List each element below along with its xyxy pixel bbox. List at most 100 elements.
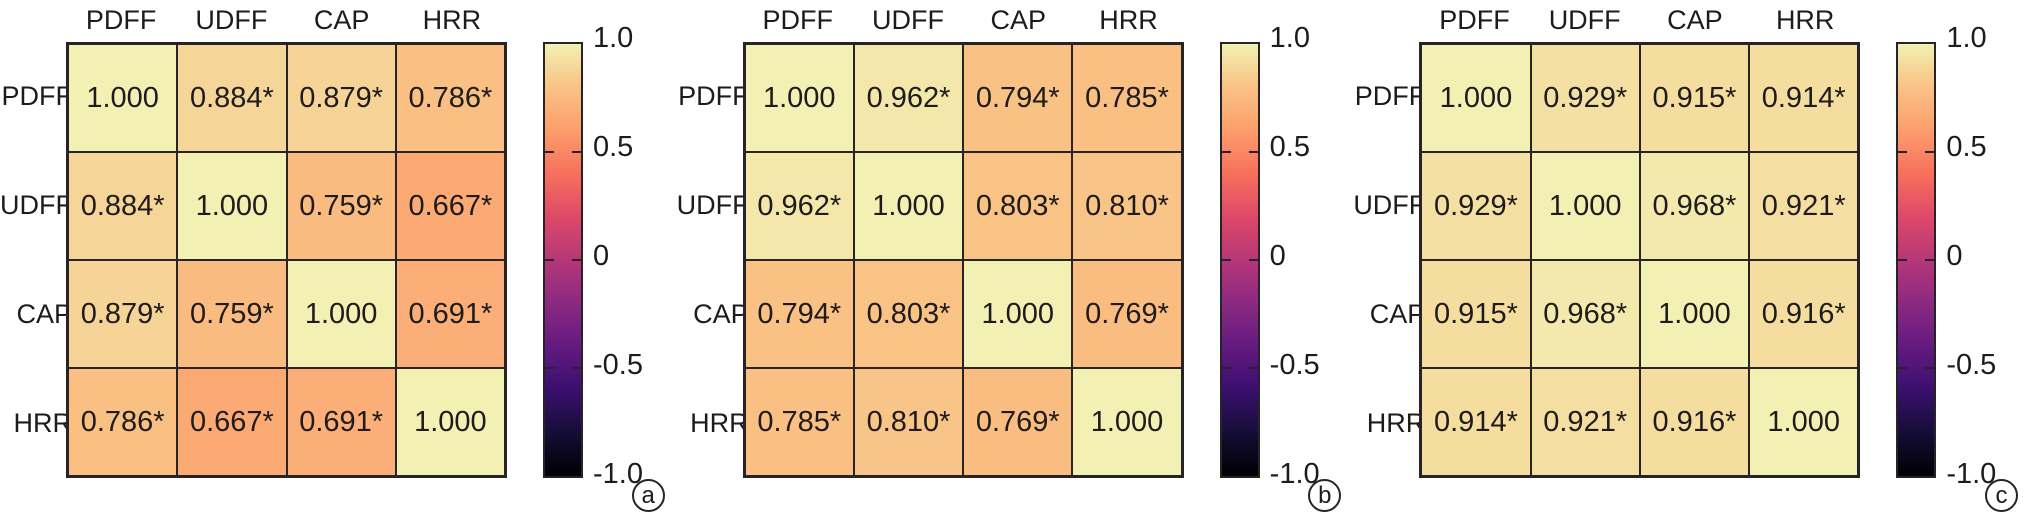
colorbar-tick-label: 0 [1946, 240, 1963, 272]
colorbar: 1.0 0.5 0 -0.5 -1.0 [1896, 22, 1996, 490]
panel-letter: b [1308, 479, 1342, 512]
colorbar-tick-mark [1248, 366, 1258, 370]
row-label-hrr: HRR [13, 408, 72, 438]
heatmap-cell: 0.915* [1640, 45, 1749, 151]
colorbar-tick-labels: 1.0 0.5 0 -0.5 -1.0 [1946, 22, 2030, 490]
heatmap-cell: 0.769* [1073, 261, 1181, 367]
heatmap-cell: 1.000 [1750, 369, 1858, 475]
column-header-cap: CAP [1667, 4, 1723, 35]
colorbar-tick-mark [1221, 366, 1231, 370]
column-headers: PDFF UDFF CAP HRR [743, 0, 1184, 40]
heatmap-cell: 0.810* [854, 369, 963, 475]
colorbar-tick-mark [1248, 150, 1258, 154]
colorbar-tick-mark [1221, 150, 1231, 154]
row-labels: PDFF UDFF CAP HRR [1353, 42, 1425, 478]
heatmap-cell: 0.968* [1640, 153, 1749, 259]
colorbar-tick-label: 0.5 [593, 131, 634, 163]
heatmap-cell: 0.785* [1073, 45, 1181, 151]
heatmap-cell: 0.879* [287, 45, 395, 151]
heatmap-cell: 0.921* [1750, 153, 1858, 259]
colorbar-tick-label: 0.5 [1269, 131, 1310, 163]
heatmap-cell: 1.000 [854, 153, 963, 259]
row-label-pdff: PDFF [1, 81, 72, 111]
panel-letter: a [631, 479, 665, 512]
colorbar-tick-label: -0.5 [1269, 349, 1320, 381]
heatmap-cell: 0.769* [964, 369, 1072, 475]
colorbar-tick-label: -0.5 [593, 349, 643, 381]
heatmap-cell: 0.803* [854, 261, 963, 367]
heatmap-cell: 0.667* [396, 153, 504, 259]
heatmap-cell: 0.914* [1750, 45, 1858, 151]
column-header-udff: UDFF [872, 4, 945, 35]
row-label-cap: CAP [693, 299, 749, 329]
panel-letter: c [1984, 479, 2018, 512]
heatmap-cell: 1.000 [1531, 153, 1639, 259]
colorbar-tick-mark [545, 150, 554, 154]
heatmap-cell: 1.000 [396, 369, 504, 475]
colorbar-tick-mark [545, 366, 554, 370]
colorbar: 1.0 0.5 0 -0.5 -1.0 [1219, 22, 1320, 490]
column-header-hrr: HRR [1775, 4, 1835, 35]
heatmap-cell: 0.691* [287, 369, 395, 475]
row-label-hrr: HRR [690, 408, 749, 438]
heatmap-cell: 0.921* [1531, 369, 1639, 475]
colorbar-tick-mark [1898, 150, 1908, 154]
row-label-pdff: PDFF [1354, 81, 1426, 111]
heatmap-cell: 0.929* [1531, 45, 1639, 151]
row-label-udff: UDFF [1353, 190, 1426, 220]
heatmap-cell: 0.914* [1422, 369, 1530, 475]
heatmap-cell: 1.000 [178, 153, 286, 259]
heatmap-panel-a: PDFF UDFF CAP HRR PDFF UDFF CAP HRR 1.000 0.884… [0, 0, 677, 520]
heatmap-cell: 0.794* [745, 261, 853, 367]
heatmap-cell: 0.915* [1422, 261, 1530, 367]
column-headers: PDFF UDFF CAP HRR [1419, 0, 1860, 40]
column-header-pdff: PDFF [85, 4, 157, 35]
heatmap-grid: 1.000 0.929* 0.915* 0.914* 0.929* 1.000 0.968*… [1419, 42, 1861, 478]
heatmap-cell: 0.759* [287, 153, 395, 259]
panel-letter-text: b [1318, 481, 1332, 509]
heatmap-cell: 0.794* [964, 45, 1072, 151]
colorbar-tick-mark [545, 258, 554, 262]
heatmap-cell: 1.000 [1073, 369, 1181, 475]
colorbar-tick-mark [1248, 258, 1258, 262]
colorbar-tick-mark [1925, 150, 1935, 154]
heatmap-cell: 0.884* [178, 45, 286, 151]
heatmap-cell: 0.810* [1073, 153, 1181, 259]
heatmap-cell: 0.968* [1531, 261, 1639, 367]
row-label-pdff: PDFF [678, 81, 749, 111]
heatmap-panel-b: PDFF UDFF CAP HRR PDFF UDFF CAP HRR 1.000 0.962… [677, 0, 1354, 520]
colorbar-gradient [543, 42, 583, 478]
row-label-udff: UDFF [676, 190, 749, 220]
column-header-udff: UDFF [1548, 4, 1621, 35]
heatmap-cell: 0.916* [1640, 369, 1749, 475]
column-header-pdff: PDFF [762, 4, 834, 35]
heatmap-cell: 0.786* [69, 369, 177, 475]
panel-letter-text: a [641, 481, 655, 509]
heatmap-cell: 1.000 [1422, 45, 1530, 151]
row-label-cap: CAP [16, 299, 72, 329]
heatmap-cell: 1.000 [964, 261, 1072, 367]
heatmap-cell: 0.884* [69, 153, 177, 259]
colorbar-tick-mark [1925, 366, 1935, 370]
colorbar-tick-mark [572, 258, 581, 262]
heatmap-cell: 0.803* [964, 153, 1072, 259]
colorbar-tick-mark [572, 150, 581, 154]
column-header-hrr: HRR [1099, 4, 1158, 35]
row-label-hrr: HRR [1366, 408, 1426, 438]
colorbar-tick-label: 0.5 [1946, 131, 1987, 163]
heatmap-cell: 0.962* [854, 45, 963, 151]
colorbar-tick-label: 1.0 [1269, 22, 1310, 54]
panel-letter-text: c [1995, 481, 2008, 509]
row-labels: PDFF UDFF CAP HRR [0, 42, 72, 478]
column-header-udff: UDFF [195, 4, 268, 35]
colorbar-tick-mark [1925, 258, 1935, 262]
row-label-udff: UDFF [0, 190, 72, 220]
column-headers: PDFF UDFF CAP HRR [66, 0, 507, 40]
colorbar-tick-mark [1898, 366, 1908, 370]
heatmap-panel-c: PDFF UDFF CAP HRR PDFF UDFF CAP HRR 1.000 0.929… [1353, 0, 2030, 520]
colorbar-gradient [1219, 42, 1260, 478]
heatmap-grid: 1.000 0.884* 0.879* 0.786* 0.884* 1.000 0.759*… [66, 42, 507, 478]
colorbar-tick-label: 0 [1269, 240, 1286, 272]
column-header-hrr: HRR [422, 4, 482, 35]
